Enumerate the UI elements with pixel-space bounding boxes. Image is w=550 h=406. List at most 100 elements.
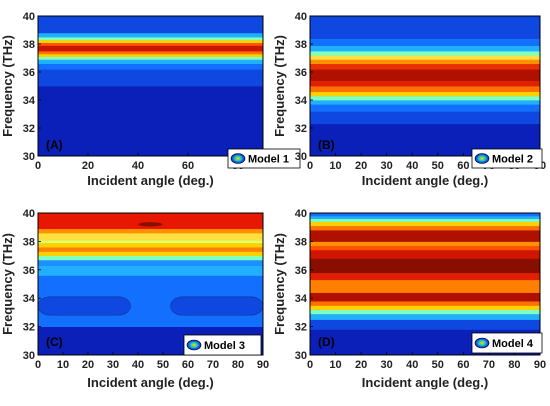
contour-band-3	[38, 63, 263, 70]
y-axis-label: Frequency (THz)	[272, 233, 287, 335]
y-tick-label: 36	[23, 265, 35, 277]
axes-frame	[37, 15, 264, 157]
contour-band-16	[310, 16, 540, 39]
x-tick-label: 0	[307, 160, 313, 172]
panel-tag: (A)	[46, 138, 63, 152]
y-tick-label: 34	[295, 293, 308, 305]
contour-band-19	[310, 213, 540, 217]
contour-band-7	[310, 292, 540, 302]
x-tick-label: 0	[35, 160, 41, 172]
x-tick-label: 90	[257, 359, 269, 371]
contour-band-4	[38, 259, 263, 266]
y-tick-label: 38	[23, 39, 35, 51]
contour-band-1	[38, 86, 263, 156]
y-tick-label: 38	[295, 236, 307, 248]
contour-region-2	[170, 296, 263, 316]
contour-band-7	[310, 86, 540, 92]
contour-band-8	[38, 45, 263, 52]
contour-band-5	[310, 95, 540, 101]
legend: Model 1	[227, 148, 301, 169]
contour-band-15	[310, 225, 540, 231]
contour-spot-1	[138, 222, 163, 227]
y-tick-label: 40	[23, 208, 35, 220]
y-tick-label: 30	[23, 151, 35, 163]
contour-band-9	[310, 272, 540, 281]
panel-4: 0 10 20 30 40 50 60 70 80 90 30 32 34 36 38 40 Incident …	[272, 208, 546, 390]
contour-band-13	[310, 241, 540, 247]
contour-band-17	[310, 218, 540, 222]
y-tick-label: 40	[295, 208, 307, 220]
x-tick-label: 0	[35, 359, 41, 371]
x-tick-label: 80	[508, 359, 520, 371]
contour-band-11	[310, 249, 540, 259]
contour-band-8	[38, 242, 263, 248]
contour-band-10	[310, 63, 540, 70]
legend-label: Model 3	[204, 340, 245, 352]
y-tick-label: 30	[23, 350, 35, 362]
contour-band-9	[310, 69, 540, 81]
y-tick-label: 36	[295, 265, 307, 277]
contour-band-12	[310, 55, 540, 60]
x-tick-label: 10	[57, 359, 69, 371]
contour-band-3	[38, 265, 263, 276]
panel-tag: (C)	[46, 335, 63, 349]
x-tick-label: 50	[157, 359, 169, 371]
contour-region-1	[38, 296, 131, 316]
contour-band-5	[310, 305, 540, 310]
y-axis-label: Frequency (THz)	[0, 233, 15, 335]
x-tick-label: 10	[329, 160, 341, 172]
contour-band-2	[310, 319, 540, 330]
x-tick-label: 60	[457, 160, 469, 172]
x-tick-label: 60	[182, 359, 194, 371]
y-tick-label: 34	[23, 95, 36, 107]
x-tick-label: 90	[534, 359, 546, 371]
contour-band-2	[310, 111, 540, 125]
panel-3: 0 10 20 30 40 50 60 70 80 90 30 32 34 36 38 40 Incident …	[0, 208, 269, 390]
x-tick-label: 20	[82, 160, 94, 172]
y-tick-label: 36	[23, 67, 35, 79]
x-tick-label: 40	[406, 160, 418, 172]
x-axis-label: Incident angle (deg.)	[362, 173, 488, 188]
y-tick-label: 36	[295, 67, 307, 79]
axes-frame	[37, 212, 264, 356]
x-tick-label: 0	[307, 359, 313, 371]
contour-band-3	[310, 104, 540, 112]
contour-band-5	[38, 56, 263, 60]
legend-marker-icon	[186, 339, 202, 351]
x-tick-label: 30	[381, 359, 393, 371]
x-tick-label: 20	[82, 359, 94, 371]
contour-band-10	[38, 39, 263, 43]
contour-band-5	[38, 255, 263, 261]
plot-area	[310, 16, 540, 156]
y-tick-label: 32	[295, 123, 307, 135]
legend-label: Model 1	[248, 154, 289, 166]
x-tick-label: 50	[432, 359, 444, 371]
panel-tag: (D)	[318, 335, 335, 349]
contour-band-9	[38, 42, 263, 46]
contour-band-12	[38, 213, 263, 230]
x-tick-label: 70	[207, 359, 219, 371]
x-tick-label: 60	[457, 359, 469, 371]
contour-band-14	[310, 45, 540, 52]
x-tick-label: 50	[432, 160, 444, 172]
contour-band-13	[310, 51, 540, 56]
contour-band-4	[310, 100, 540, 105]
contour-band-8	[310, 80, 540, 87]
contour-band-7	[38, 247, 263, 252]
x-tick-label: 40	[406, 359, 418, 371]
legend-label: Model 4	[492, 338, 534, 350]
y-tick-label: 32	[23, 123, 35, 135]
y-tick-label: 38	[23, 236, 35, 248]
y-tick-label: 32	[23, 322, 35, 334]
contour-band-2	[38, 69, 263, 87]
y-tick-label: 32	[295, 322, 307, 334]
x-tick-label: 60	[182, 160, 194, 172]
contour-band-10	[310, 258, 540, 274]
x-tick-label: 10	[329, 359, 341, 371]
y-axis-label: Frequency (THz)	[272, 35, 287, 137]
contour-band-9	[38, 239, 263, 244]
contour-band-15	[310, 38, 540, 46]
contour-band-12	[310, 245, 540, 251]
contour-band-6	[310, 91, 540, 97]
legend: Model 4	[471, 332, 543, 354]
